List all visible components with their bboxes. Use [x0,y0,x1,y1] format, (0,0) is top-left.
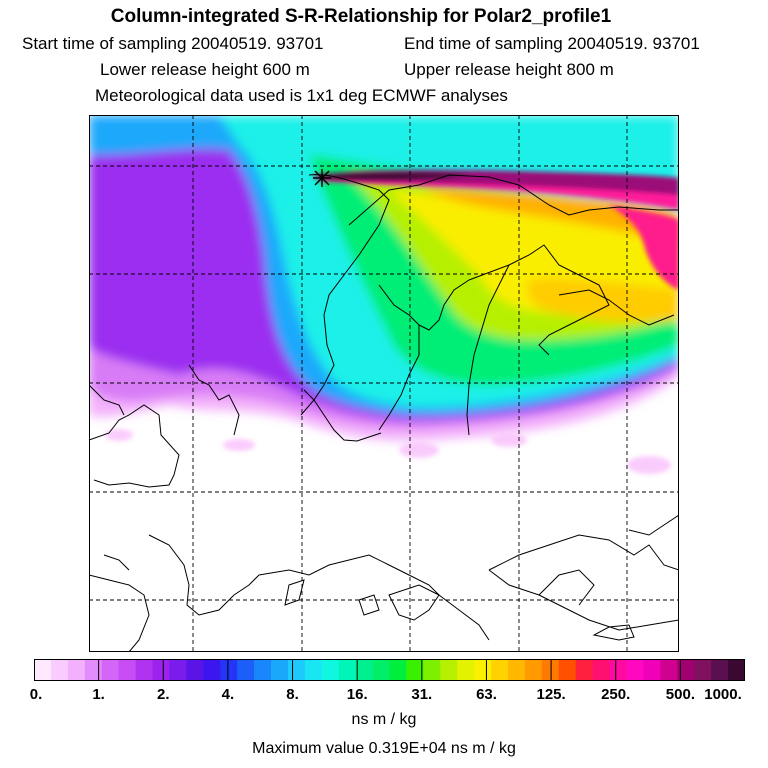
map-frame [89,115,679,652]
sensitivity-map [89,115,679,652]
color-scale-tick-label: 8. [286,686,299,703]
color-scale-tick-label: 2. [157,686,170,703]
color-scale-cell [67,659,86,681]
color-scale-cell [592,659,611,681]
map-title: Column-integrated S-R-Relationship for P… [110,6,612,27]
color-scale-tick-label: 4. [221,686,235,703]
color-scale-cell [271,659,289,681]
color-scale-cell [474,659,492,681]
coastlines [89,174,679,652]
color-scale-cell [355,659,374,681]
color-scale-cell [575,659,594,681]
color-scale-cell [558,659,577,681]
color-scale-cell [186,659,204,681]
color-scale-cell [220,659,238,681]
color-scale-cell [321,659,340,681]
color-scale-bar [34,659,745,681]
graticule [89,115,679,652]
color-scale-cell [50,659,69,681]
color-scale-tick-label: 63. [476,686,497,703]
color-scale-tick-label: 31. [411,686,433,703]
color-scale-cell [389,659,408,681]
color-scale-cell [84,659,103,681]
color-scale-cell [203,659,221,681]
color-scale-cell [728,659,745,681]
start-time-label: Start time of sampling 20040519. 93701 [22,34,324,53]
color-scale-tick-label: 500. [665,686,695,703]
color-scale-cell [34,659,52,681]
color-scale-cell [711,659,729,681]
color-scale-tick-label: 125. [536,686,566,703]
color-scale-cell [372,659,391,681]
color-scale-cell [423,659,441,681]
color-scale-cell [524,659,543,681]
color-scale-tick-label: 16. [346,686,368,703]
color-scale-units: ns m / kg [351,711,417,728]
color-scale-cell [677,659,695,681]
color-scale-tick-label: 0. [29,686,43,703]
color-scale-cell [457,659,475,681]
maximum-value-label: Maximum value 0.319E+04 ns m / kg [252,740,516,757]
color-scale-cell [287,659,306,681]
color-scale-tick-label: 1000. [704,686,742,703]
color-scale-cell [660,659,678,681]
release-location-marker [313,169,331,187]
color-scale-cell [694,659,712,681]
color-scale-cell [609,659,628,681]
end-time-label: End time of sampling 20040519. 93701 [404,34,700,53]
color-scale-cell [643,659,661,681]
lower-release-height-label: Lower release height 600 m [100,60,310,79]
color-scale-cell [626,659,645,681]
color-scale-cell [152,659,171,681]
meteorological-data-label: Meteorological data used is 1x1 deg ECMW… [95,86,508,105]
color-scale-cell [440,659,458,681]
color-scale-cell [169,659,187,681]
color-scale-cell [406,659,424,681]
upper-release-height-label: Upper release height 800 m [404,60,614,79]
color-scale-cell [101,659,120,681]
color-scale-tick-label: 250. [601,686,631,703]
color-scale-cell [491,659,509,681]
color-scale-cell [135,659,154,681]
color-scale-cell [304,659,323,681]
color-scale-cell [508,659,526,681]
color-scale-cell [118,659,137,681]
color-scale-cell [237,659,255,681]
color-scale-cell [254,659,272,681]
color-scale-tick-label: 1. [92,686,105,703]
color-scale-cell [338,659,357,681]
